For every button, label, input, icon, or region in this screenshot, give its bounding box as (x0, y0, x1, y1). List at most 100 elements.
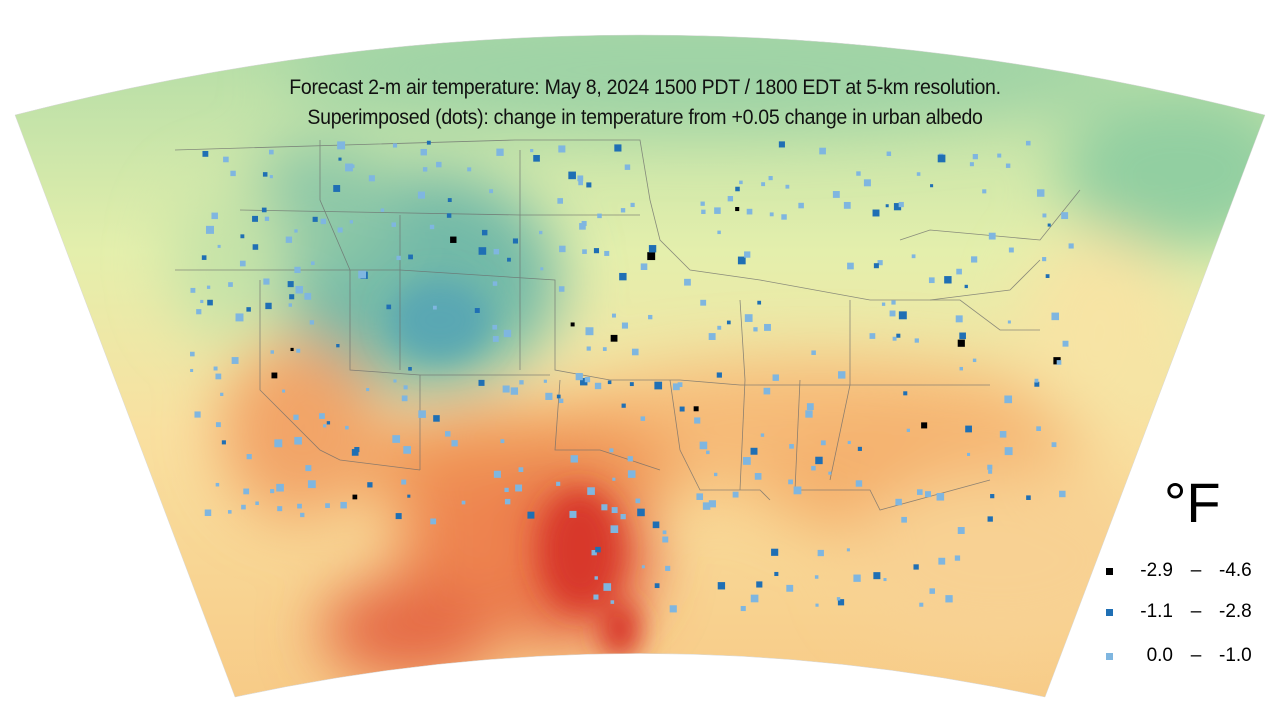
urban-dot (354, 446, 360, 453)
urban-dot (338, 157, 342, 161)
urban-dot (945, 595, 953, 603)
urban-dot (744, 251, 751, 258)
urban-dot (665, 565, 671, 571)
urban-dot (504, 498, 511, 505)
urban-dot (577, 175, 584, 182)
urban-dot (575, 373, 583, 381)
legend-high: -2.8 (1219, 601, 1252, 622)
urban-dot (264, 216, 270, 221)
urban-dot (305, 465, 312, 472)
urban-dot (401, 479, 407, 485)
urban-dot (815, 603, 819, 607)
urban-dot (595, 546, 601, 553)
urban-dot (916, 172, 921, 176)
urban-dot (627, 470, 636, 478)
urban-dot (708, 500, 716, 508)
urban-dot (911, 254, 916, 259)
urban-dot (492, 324, 498, 330)
urban-dot (987, 464, 993, 470)
urban-dot (750, 447, 758, 455)
urban-dot (450, 236, 457, 243)
urban-dot (333, 185, 341, 192)
urban-dot (557, 198, 563, 204)
urban-dot (938, 557, 946, 565)
urban-dot (503, 329, 512, 338)
urban-dot (740, 605, 746, 612)
urban-dot (290, 347, 294, 352)
urban-dot (611, 507, 618, 514)
urban-dot (903, 391, 908, 396)
urban-dot (627, 456, 633, 462)
urban-dot (201, 255, 207, 260)
urban-dot (896, 333, 901, 338)
urban-dot (401, 395, 408, 402)
urban-dot (929, 588, 935, 594)
urban-dot (614, 144, 622, 152)
urban-dot (578, 180, 584, 186)
urban-dot (380, 208, 385, 212)
urban-dot (478, 247, 487, 255)
urban-dot (269, 175, 273, 179)
urban-dot (936, 492, 945, 501)
urban-dot (737, 256, 746, 265)
urban-dot (289, 294, 295, 300)
urban-dot (190, 368, 194, 372)
urban-dot (217, 244, 221, 248)
legend-swatch (1106, 608, 1113, 616)
urban-dot (1008, 247, 1014, 253)
urban-dot (610, 334, 618, 342)
urban-dot (988, 232, 996, 240)
urban-dot (340, 501, 347, 509)
urban-dot (798, 202, 804, 209)
urban-dot (559, 245, 566, 253)
urban-dot (311, 261, 315, 265)
urban-dot (262, 172, 268, 177)
urban-dot (408, 366, 412, 371)
urban-dot (436, 161, 442, 168)
urban-dot (593, 248, 600, 254)
urban-dot (620, 208, 626, 213)
urban-dot (395, 513, 402, 520)
urban-dot (597, 213, 602, 219)
urban-dot (265, 302, 272, 310)
urban-dot (235, 313, 244, 322)
urban-dot (261, 207, 267, 213)
urban-dot (489, 189, 494, 194)
urban-dot (972, 358, 977, 363)
urban-dot (684, 278, 691, 286)
urban-dot (307, 480, 316, 489)
urban-dot (246, 454, 252, 460)
urban-dot (200, 299, 204, 304)
urban-dot (990, 494, 995, 499)
urban-dot (654, 583, 660, 589)
urban-dot (543, 379, 547, 383)
urban-dot (570, 322, 575, 327)
urban-dot (433, 415, 440, 422)
urban-dot (855, 480, 863, 487)
urban-dot (988, 469, 993, 474)
urban-dot (580, 377, 588, 386)
urban-dot (672, 383, 680, 391)
urban-dot (323, 424, 327, 428)
urban-dot (610, 600, 615, 604)
state-borders (174, 139, 1081, 511)
urban-dot (239, 260, 246, 267)
urban-dot (637, 508, 645, 517)
urban-dot (773, 376, 778, 381)
urban-dot (294, 436, 302, 445)
urban-dot (556, 394, 561, 399)
urban-dot (190, 351, 195, 357)
urban-dot (215, 422, 221, 428)
urban-dot (750, 594, 759, 603)
urban-dot (781, 214, 787, 220)
urban-dot (512, 238, 519, 244)
urban-dot (739, 180, 743, 185)
urban-dot (255, 501, 259, 506)
urban-dot (451, 440, 458, 447)
urban-dot (641, 565, 645, 569)
urban-dot (270, 489, 275, 494)
urban-dot (771, 548, 779, 556)
urban-dot (959, 366, 963, 371)
map-title: Forecast 2-m air temperature: May 8, 202… (289, 76, 1001, 99)
